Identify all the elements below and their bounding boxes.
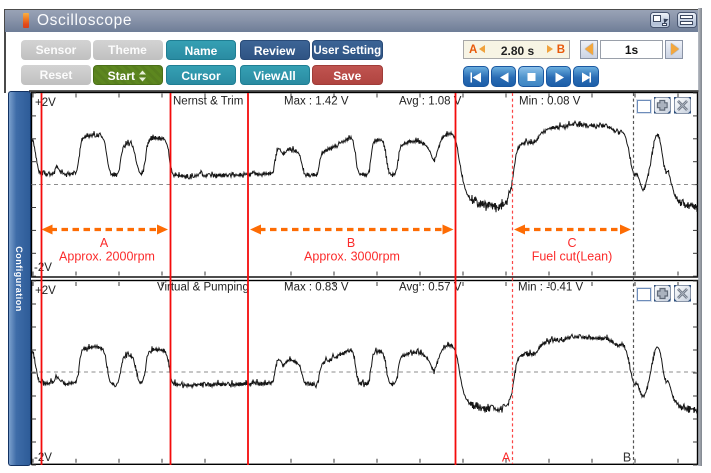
svg-text:Avg : 0.57 V: Avg : 0.57 V — [399, 282, 462, 294]
svg-text:-2V: -2V — [34, 262, 52, 274]
svg-text:Virtual & Pumping: Virtual & Pumping — [157, 282, 249, 294]
svg-text:Nernst & Trim: Nernst & Trim — [173, 96, 243, 108]
svg-text:B: B — [623, 451, 631, 465]
svg-text:B: B — [347, 236, 355, 250]
svg-text:Max : 1.42 V: Max : 1.42 V — [284, 96, 349, 108]
svg-text:+2V: +2V — [35, 285, 56, 297]
svg-text:Approx. 3000rpm: Approx. 3000rpm — [304, 250, 400, 264]
svg-text:Min : 0.08 V: Min : 0.08 V — [519, 96, 581, 108]
svg-text:Max : 0.83 V: Max : 0.83 V — [284, 282, 349, 294]
svg-text:Approx. 2000rpm: Approx. 2000rpm — [59, 250, 155, 264]
svg-text:C: C — [567, 236, 576, 250]
svg-text:Avg : 1.08 V: Avg : 1.08 V — [399, 96, 462, 108]
svg-text:+2V: +2V — [35, 97, 56, 109]
svg-text:Min : -0.41 V: Min : -0.41 V — [518, 282, 584, 294]
svg-text:-2V: -2V — [34, 452, 52, 464]
svg-text:Fuel cut(Lean): Fuel cut(Lean) — [532, 250, 613, 264]
svg-text:A: A — [100, 236, 109, 250]
svg-text:A: A — [502, 451, 511, 465]
